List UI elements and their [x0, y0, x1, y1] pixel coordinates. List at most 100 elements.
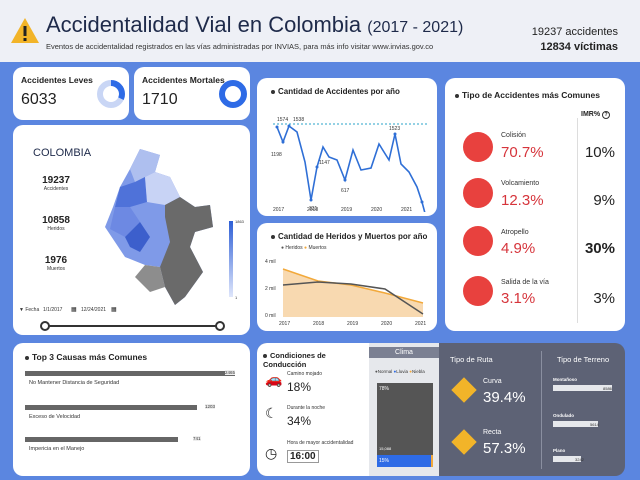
date-slider-handle-start[interactable]: [40, 321, 50, 331]
map-legend-bar: [229, 221, 233, 297]
causa-bar-fill: [25, 405, 198, 410]
line-chart-series: [276, 124, 426, 212]
terreno-title: Tipo de Terreno: [557, 355, 610, 364]
camino-label: Camino mojado: [287, 371, 323, 377]
tipo-imr-colision: 10%: [584, 144, 615, 161]
road-exit-icon: [463, 276, 493, 306]
line-label-1523: 1523: [389, 126, 400, 132]
terreno-bar-track: 5614: [553, 421, 615, 427]
clima-title: Clima: [369, 347, 439, 358]
terreno-label: Ondulado: [553, 413, 574, 418]
leves-donut: [97, 80, 125, 108]
info-icon[interactable]: ?: [602, 111, 611, 119]
tipo-pct-salida: 3.1%: [501, 290, 536, 307]
causa-value: 1203: [205, 404, 216, 409]
causa-label: Exceso de Velocidad: [29, 414, 81, 420]
line-x-tick: 2018: [307, 207, 318, 212]
straight-sign-icon: [451, 429, 477, 455]
ruta-value-recta: 57.3%: [483, 440, 526, 457]
clima-panel: Clima ●Normal ●Lluvia ●Niebla 78% 15,088…: [369, 343, 439, 476]
clima-legend: ●Normal ●Lluvia ●Niebla: [375, 369, 425, 374]
clima-bottom-pct: 15%: [379, 458, 390, 464]
line-label-1198: 1198: [271, 152, 282, 158]
clima-bar-niebla: [431, 455, 433, 467]
area-legend: ● Heridos ● Muertos: [281, 245, 327, 251]
noche-label: Durante la noche: [287, 405, 326, 411]
tipo-label-colision: Colisión: [501, 132, 526, 139]
terreno-item: Ondulado 5614: [553, 413, 615, 427]
tipo-label-salida: Salida de la vía: [501, 279, 549, 286]
tipo-label-volcamiento: Volcamiento: [501, 180, 540, 187]
causa-bar-track: 1203: [25, 404, 235, 410]
calendar-icon[interactable]: ▦: [71, 307, 77, 313]
causa-value: 741: [193, 436, 201, 441]
header-bar: Accidentalidad Vial en Colombia (2017 - …: [0, 0, 640, 62]
curve-sign-icon: [451, 377, 477, 403]
area-x-tick: 2021: [415, 321, 426, 327]
tipo-imr-volcamiento: 9%: [593, 192, 615, 209]
causa-item: 741 Impericia en el Manejo: [25, 436, 235, 452]
causa-item: 2465 No Mantener Distancia de Seguridad: [25, 370, 235, 386]
date-slider-track[interactable]: [45, 325, 221, 327]
page-subtitle: Eventos de accidentalidad registrados en…: [46, 42, 434, 51]
terreno-bar-fill: [553, 456, 581, 462]
terreno-label: Plano: [553, 448, 566, 453]
ruta-label-curva: Curva: [483, 378, 502, 385]
page-title: Accidentalidad Vial en Colombia (2017 - …: [46, 12, 464, 37]
tipos-title: Tipo de Accidentes más Comunes: [455, 90, 600, 100]
causa-bar-fill: [25, 437, 179, 442]
tipo-imr-salida: 3%: [593, 290, 615, 307]
terreno-bar-track: 3242: [553, 456, 615, 462]
date-filter-label: ▼ Fecha: [19, 307, 40, 313]
kpi-accidentes: 19237 accidentes: [531, 26, 618, 38]
car-icon: 🚗: [265, 371, 283, 387]
tipo-pct-colision: 70.7%: [501, 144, 544, 161]
card-map: COLOMBIA 19237 Accidentes 10858 Heridos …: [13, 125, 250, 335]
line-x-tick: 2017: [273, 207, 284, 212]
ruta-title: Tipo de Ruta: [450, 355, 493, 364]
pedestrian-icon: [463, 226, 493, 256]
card-area-chart: Cantidad de Heridos y Muertos por año ● …: [257, 223, 437, 331]
clock-icon: ◷: [265, 445, 278, 461]
mortales-label: Accidentes Mortales: [142, 75, 225, 85]
line-label-1147: 1147: [319, 160, 330, 166]
area-muertos-line: [282, 268, 424, 304]
moon-icon: ☾: [265, 405, 278, 421]
line-x-tick: 2020: [371, 207, 382, 212]
area-heridos-line: [282, 281, 424, 315]
line-x-tick: 2021: [401, 207, 412, 212]
line-label-331: 331: [309, 206, 318, 212]
terreno-label: Montañoso: [553, 377, 577, 382]
date-slider-handle-end[interactable]: [215, 321, 225, 331]
map-stat-muertos: 1976 Muertos: [44, 255, 68, 272]
card-accidentes-leves: Accidentes Leves 6033: [13, 67, 129, 120]
clima-bar-lluvia: [377, 455, 433, 467]
imr-divider: [577, 118, 578, 323]
condiciones-title: Condiciones de Conducción: [263, 351, 326, 369]
clima-bar-normal: [377, 383, 433, 467]
line-label-1574: 1574: [277, 117, 288, 123]
date-to-field[interactable]: 12/24/2021: [81, 307, 107, 313]
calendar-icon[interactable]: ▦: [111, 307, 117, 313]
terreno-value: 5614: [590, 422, 599, 427]
hora-label: Hora de mayor accidentalidad: [287, 440, 354, 446]
colombia-map[interactable]: [85, 147, 215, 307]
causa-label: Impericia en el Manejo: [29, 446, 85, 452]
tipo-imr-atropello: 30%: [584, 240, 615, 257]
map-stat-accidentes: 19237 Accidentes: [42, 175, 70, 192]
terreno-item: Montañoso 8586: [553, 377, 615, 391]
causa-item: 1203 Exceso de Velocidad: [25, 404, 235, 420]
line-chart: 1574 1538 1198 1147 331 617 1523 2017 20…: [271, 117, 427, 212]
card-tipos-accidente: Tipo de Accidentes más Comunes IMR% ? Co…: [445, 78, 625, 331]
date-from-field[interactable]: 1/1/2017: [43, 307, 63, 313]
imr-header: IMR% ?: [581, 111, 611, 119]
tipo-pct-volcamiento: 12.3%: [501, 192, 544, 209]
causa-bar-track: 741: [25, 436, 235, 442]
terreno-bar-track: 8586: [553, 385, 615, 391]
card-condiciones: Condiciones de Conducción 🚗 Camino mojad…: [257, 343, 625, 476]
area-x-tick: 2018: [313, 321, 324, 327]
clima-top-pct: 78%: [379, 386, 390, 392]
hora-value: 16:00: [287, 450, 319, 463]
ruta-value-curva: 39.4%: [483, 389, 526, 406]
map-title: COLOMBIA: [33, 147, 92, 159]
